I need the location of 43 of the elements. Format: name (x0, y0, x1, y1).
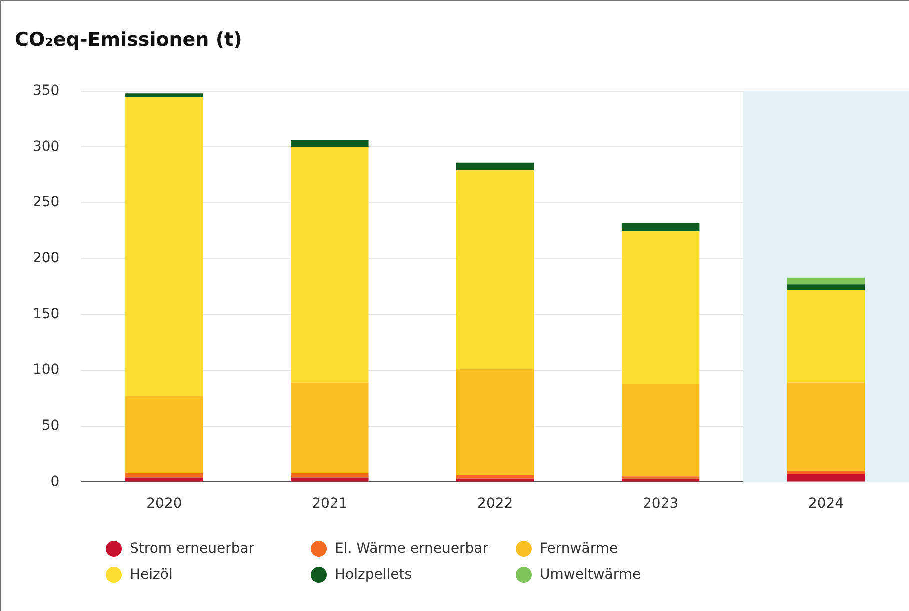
x-tick-label: 2022 (478, 496, 514, 512)
chart-title: CO₂eq-Emissionen (t) (15, 29, 242, 51)
bar (787, 471, 866, 474)
bar (126, 473, 204, 478)
legend-label: Strom erneuerbar (130, 541, 255, 557)
y-tick-label: 300 (32, 138, 60, 155)
bar (787, 382, 866, 472)
bar (787, 284, 866, 290)
bar (291, 147, 369, 383)
bar (456, 162, 534, 171)
bar (456, 369, 534, 476)
legend-label: Heizöl (130, 567, 173, 583)
x-tick-label: 2020 (146, 496, 182, 512)
bar (291, 140, 369, 148)
legend-label: Holzpellets (335, 567, 412, 583)
y-tick-label: 150 (32, 306, 60, 322)
y-tick-label: 200 (32, 250, 60, 267)
bar (126, 94, 204, 97)
legend-label: Fernwärme (540, 541, 618, 557)
y-tick-label: 250 (32, 194, 60, 211)
bar (291, 478, 369, 482)
bar (126, 478, 204, 482)
bar (126, 396, 204, 474)
bar (456, 170, 534, 370)
bar (291, 473, 369, 478)
x-tick-label: 2021 (312, 496, 348, 512)
legend-label: Umweltwärme (540, 567, 642, 583)
bar (622, 384, 700, 477)
bar (787, 278, 866, 285)
y-tick-label: 100 (32, 362, 60, 378)
legend-label: El. Wärme erneuerbar (335, 541, 488, 557)
bar (291, 382, 369, 474)
bar (787, 290, 866, 383)
bar (456, 476, 534, 479)
y-tick-label: 50 (42, 418, 60, 434)
y-tick-label: 0 (50, 474, 60, 490)
bar (787, 474, 866, 482)
bar (126, 96, 204, 396)
x-tick-label: 2024 (808, 496, 844, 512)
x-tick-label: 2023 (642, 496, 679, 512)
bar (622, 223, 700, 231)
y-tick-label: 350 (32, 83, 60, 100)
bar (622, 230, 700, 384)
